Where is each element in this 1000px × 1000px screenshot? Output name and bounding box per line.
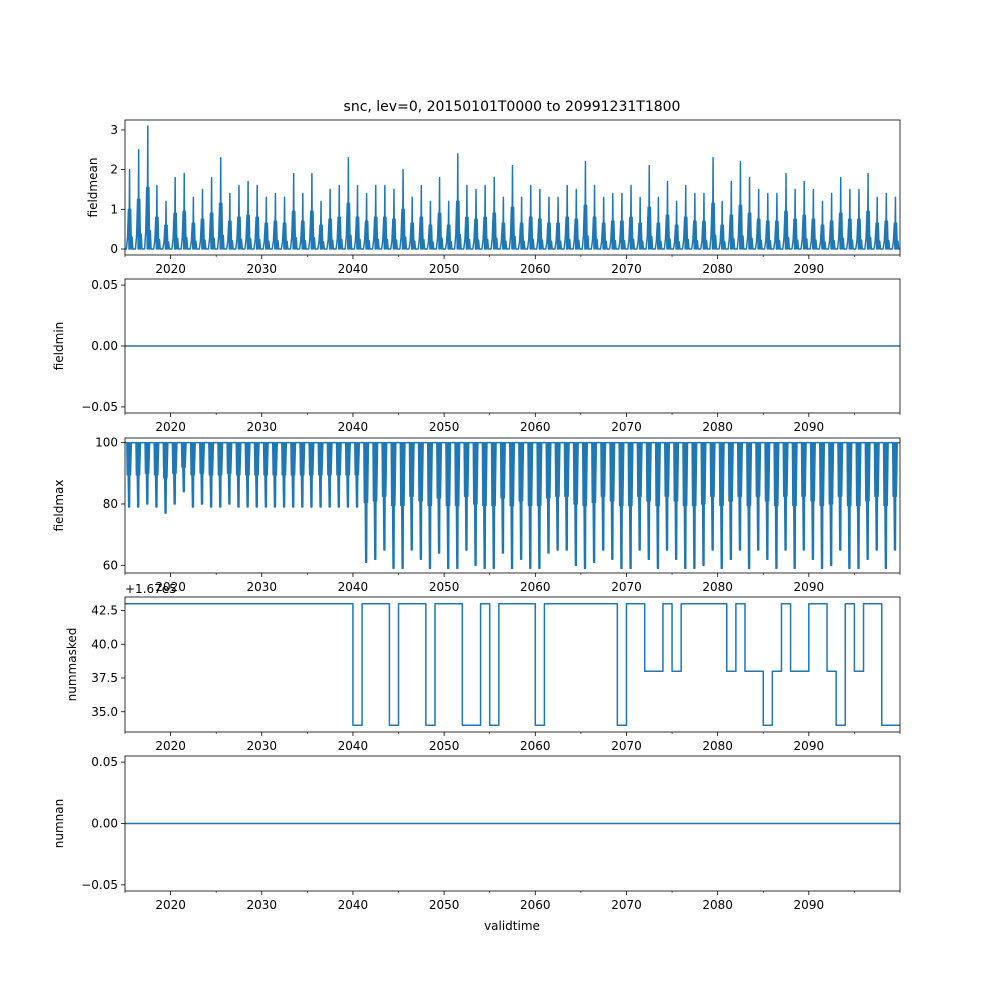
- x-tick-label: 2090: [794, 420, 825, 434]
- x-tick-label: 2070: [611, 262, 642, 276]
- subplot-fieldmin: 2020 2030 2040 2050 2060 2070 2080 2090 −0.05 0.0…: [52, 278, 901, 434]
- x-tick-label: 2090: [794, 580, 825, 594]
- subplot-numnan: 2020 2030 2040 2050 2060 2070 2080 2090 −0.05 0.0…: [52, 755, 901, 912]
- y-tick-label: 40.0: [91, 637, 118, 651]
- y-tick-label: 0.00: [91, 817, 118, 831]
- x-tick-label: 2040: [338, 420, 369, 434]
- y-tick-label: 60: [103, 558, 118, 572]
- y-axis-label: numnan: [52, 799, 66, 848]
- y-tick-label: 35.0: [91, 705, 118, 719]
- subplot-fieldmax: 2020 2030 2040 2050 2060 2070 2080 2090 60 80 100 f…: [52, 436, 901, 594]
- x-tick-label: 2030: [246, 580, 277, 594]
- x-tick-label: 2060: [520, 580, 551, 594]
- y-axis-label: fieldmin: [52, 322, 66, 371]
- axes-frame: [124, 119, 901, 256]
- x-tick-label: 2090: [794, 898, 825, 912]
- series-line-fieldmean: [125, 125, 900, 250]
- x-tick-label: 2020: [155, 580, 186, 594]
- subplot-stack: 2020 2030 2040 2050 2060 2070 2080 2090 0 1 2 3 fiel…: [52, 119, 901, 912]
- y-axis-label: fieldmean: [86, 158, 100, 218]
- series-line-nummasked: [125, 603, 900, 726]
- y-tick-label: 42.5: [91, 604, 118, 618]
- x-tick-label: 2020: [155, 262, 186, 276]
- subplot-fieldmean: 2020 2030 2040 2050 2060 2070 2080 2090 0 1 2 3 fiel…: [86, 119, 901, 276]
- x-tick-label: 2040: [338, 262, 369, 276]
- x-tick-label: 2050: [429, 580, 460, 594]
- y-tick-label: 2: [110, 163, 118, 177]
- x-axis-label: validtime: [484, 919, 540, 933]
- y-tick-label: 0.00: [91, 339, 118, 353]
- x-tick-label: 2080: [702, 262, 733, 276]
- x-tick-label: 2080: [702, 420, 733, 434]
- x-tick-label: 2090: [794, 739, 825, 753]
- x-tick-label: 2070: [611, 580, 642, 594]
- axes-frame: [124, 596, 901, 733]
- x-tick-label: 2050: [429, 420, 460, 434]
- x-tick-label: 2050: [429, 739, 460, 753]
- series-line-fieldmax: [125, 441, 900, 570]
- x-tick-label: 2020: [155, 420, 186, 434]
- y-tick-label: 80: [103, 497, 118, 511]
- subplot-nummasked: 2020 2030 2040 2050 2060 2070 2080 2090 35.0 37.5…: [65, 582, 901, 753]
- x-tick-label: 2030: [246, 898, 277, 912]
- axes-frame: [124, 437, 901, 574]
- figure-title: snc, lev=0, 20150101T0000 to 20991231T18…: [344, 99, 681, 115]
- x-tick-label: 2070: [611, 739, 642, 753]
- x-tick-label: 2050: [429, 262, 460, 276]
- y-tick-label: 3: [110, 123, 118, 137]
- x-tick-label: 2030: [246, 739, 277, 753]
- x-tick-label: 2040: [338, 580, 369, 594]
- y-tick-label: 1: [110, 202, 118, 216]
- y-tick-label: −0.05: [81, 878, 118, 892]
- y-tick-label: 37.5: [91, 671, 118, 685]
- x-tick-label: 2020: [155, 739, 186, 753]
- x-tick-label: 2020: [155, 898, 186, 912]
- x-tick-label: 2080: [702, 898, 733, 912]
- y-tick-label: 0.05: [91, 755, 118, 769]
- x-tick-label: 2030: [246, 262, 277, 276]
- x-tick-label: 2040: [338, 739, 369, 753]
- x-tick-label: 2080: [702, 580, 733, 594]
- y-tick-label: 0.05: [91, 278, 118, 292]
- x-tick-label: 2070: [611, 898, 642, 912]
- y-tick-label: −0.05: [81, 400, 118, 414]
- y-axis-label: fieldmax: [52, 479, 66, 531]
- y-axis-label: nummasked: [65, 628, 79, 702]
- x-tick-label: 2060: [520, 420, 551, 434]
- x-tick-label: 2090: [794, 262, 825, 276]
- x-tick-label: 2070: [611, 420, 642, 434]
- y-tick-label: 100: [95, 436, 118, 450]
- x-tick-label: 2060: [520, 898, 551, 912]
- x-tick-label: 2060: [520, 739, 551, 753]
- x-tick-label: 2030: [246, 420, 277, 434]
- y-tick-label: 0: [110, 242, 118, 256]
- x-tick-label: 2040: [338, 898, 369, 912]
- y-offset-text: +1.67e5: [125, 582, 177, 596]
- x-tick-label: 2060: [520, 262, 551, 276]
- x-tick-label: 2050: [429, 898, 460, 912]
- x-tick-label: 2080: [702, 739, 733, 753]
